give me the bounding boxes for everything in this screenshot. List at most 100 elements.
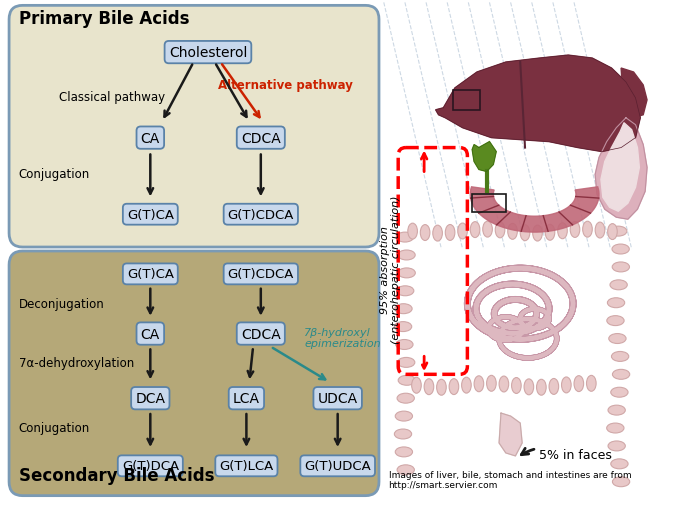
Ellipse shape xyxy=(608,224,617,240)
Polygon shape xyxy=(471,187,599,233)
Ellipse shape xyxy=(586,376,596,391)
Text: LCA: LCA xyxy=(233,391,260,406)
Text: 7α-dehydroxylation: 7α-dehydroxylation xyxy=(18,357,134,370)
FancyBboxPatch shape xyxy=(9,7,379,247)
Ellipse shape xyxy=(536,380,546,395)
Ellipse shape xyxy=(397,286,414,296)
Text: G(T)CA: G(T)CA xyxy=(127,208,174,221)
Text: UDCA: UDCA xyxy=(318,391,358,406)
Bar xyxy=(472,195,506,213)
Ellipse shape xyxy=(495,223,505,238)
Ellipse shape xyxy=(608,298,625,308)
Text: CA: CA xyxy=(140,131,160,145)
Ellipse shape xyxy=(395,429,412,439)
Text: DCA: DCA xyxy=(136,391,165,406)
Ellipse shape xyxy=(395,322,412,332)
Ellipse shape xyxy=(398,376,416,385)
Text: Classical pathway: Classical pathway xyxy=(59,91,165,104)
Ellipse shape xyxy=(499,376,509,392)
Ellipse shape xyxy=(608,441,625,451)
Text: 95% absorption
(enterohepatic circulation): 95% absorption (enterohepatic circulatio… xyxy=(379,195,401,343)
Ellipse shape xyxy=(612,244,630,255)
Ellipse shape xyxy=(612,370,630,380)
Text: Cholesterol: Cholesterol xyxy=(169,46,247,60)
Ellipse shape xyxy=(395,447,412,457)
Ellipse shape xyxy=(533,226,543,241)
Ellipse shape xyxy=(445,225,455,241)
Ellipse shape xyxy=(395,411,412,421)
Ellipse shape xyxy=(610,227,627,237)
Ellipse shape xyxy=(397,393,414,403)
Text: Conjugation: Conjugation xyxy=(18,421,90,434)
Ellipse shape xyxy=(436,380,446,395)
Ellipse shape xyxy=(549,379,559,394)
Text: Conjugation: Conjugation xyxy=(18,168,90,181)
Ellipse shape xyxy=(612,263,630,272)
Ellipse shape xyxy=(558,223,567,239)
Text: Deconjugation: Deconjugation xyxy=(18,297,104,310)
Text: G(T)CDCA: G(T)CDCA xyxy=(227,268,294,281)
Ellipse shape xyxy=(412,378,421,393)
Ellipse shape xyxy=(612,477,630,487)
Ellipse shape xyxy=(396,340,413,350)
Ellipse shape xyxy=(583,222,593,238)
Ellipse shape xyxy=(462,377,471,393)
Text: Alternative pathway: Alternative pathway xyxy=(218,79,353,92)
Ellipse shape xyxy=(562,377,571,393)
Polygon shape xyxy=(621,69,647,119)
Ellipse shape xyxy=(512,378,521,394)
Polygon shape xyxy=(472,142,496,172)
Ellipse shape xyxy=(607,316,624,326)
Ellipse shape xyxy=(408,224,417,239)
Ellipse shape xyxy=(486,376,496,391)
Text: 5% in faces: 5% in faces xyxy=(521,448,612,461)
Ellipse shape xyxy=(524,379,534,395)
Ellipse shape xyxy=(595,223,605,238)
Ellipse shape xyxy=(612,352,629,362)
Text: G(T)CA: G(T)CA xyxy=(127,268,174,281)
Bar xyxy=(453,91,480,111)
Ellipse shape xyxy=(520,225,530,241)
Text: Primary Bile Acids: Primary Bile Acids xyxy=(18,10,189,28)
Text: G(T)LCA: G(T)LCA xyxy=(219,460,273,472)
Ellipse shape xyxy=(397,233,414,242)
Text: G(T)UDCA: G(T)UDCA xyxy=(304,460,371,472)
Polygon shape xyxy=(436,56,640,152)
FancyBboxPatch shape xyxy=(386,4,655,499)
Ellipse shape xyxy=(397,358,415,368)
Ellipse shape xyxy=(398,250,415,261)
Text: CA: CA xyxy=(140,327,160,341)
Ellipse shape xyxy=(458,224,467,239)
Ellipse shape xyxy=(574,376,584,392)
Ellipse shape xyxy=(421,225,430,241)
Ellipse shape xyxy=(607,423,624,433)
Ellipse shape xyxy=(608,406,625,415)
Ellipse shape xyxy=(395,304,412,314)
Ellipse shape xyxy=(398,268,415,278)
Text: Images of liver, bile, stomach and intestines are from
http://smart.servier.com: Images of liver, bile, stomach and intes… xyxy=(388,470,631,489)
Ellipse shape xyxy=(483,222,493,238)
Ellipse shape xyxy=(610,280,627,290)
Text: CDCA: CDCA xyxy=(241,131,281,145)
Text: Secondary Bile Acids: Secondary Bile Acids xyxy=(18,466,214,484)
Ellipse shape xyxy=(570,222,580,238)
Ellipse shape xyxy=(508,224,517,240)
Ellipse shape xyxy=(433,226,443,241)
Ellipse shape xyxy=(424,379,434,395)
Text: G(T)DCA: G(T)DCA xyxy=(122,460,179,472)
FancyBboxPatch shape xyxy=(9,251,379,496)
Text: CDCA: CDCA xyxy=(241,327,281,341)
Ellipse shape xyxy=(471,222,480,238)
Ellipse shape xyxy=(474,376,484,392)
Ellipse shape xyxy=(609,334,626,344)
Ellipse shape xyxy=(397,465,414,475)
Ellipse shape xyxy=(611,459,628,469)
Polygon shape xyxy=(499,413,522,456)
Polygon shape xyxy=(601,123,639,212)
Ellipse shape xyxy=(545,225,555,241)
Polygon shape xyxy=(595,119,647,220)
Text: 7β-hydroxyl
epimerization: 7β-hydroxyl epimerization xyxy=(304,327,381,349)
Text: G(T)CDCA: G(T)CDCA xyxy=(227,208,294,221)
Ellipse shape xyxy=(449,379,459,395)
Ellipse shape xyxy=(611,387,628,397)
